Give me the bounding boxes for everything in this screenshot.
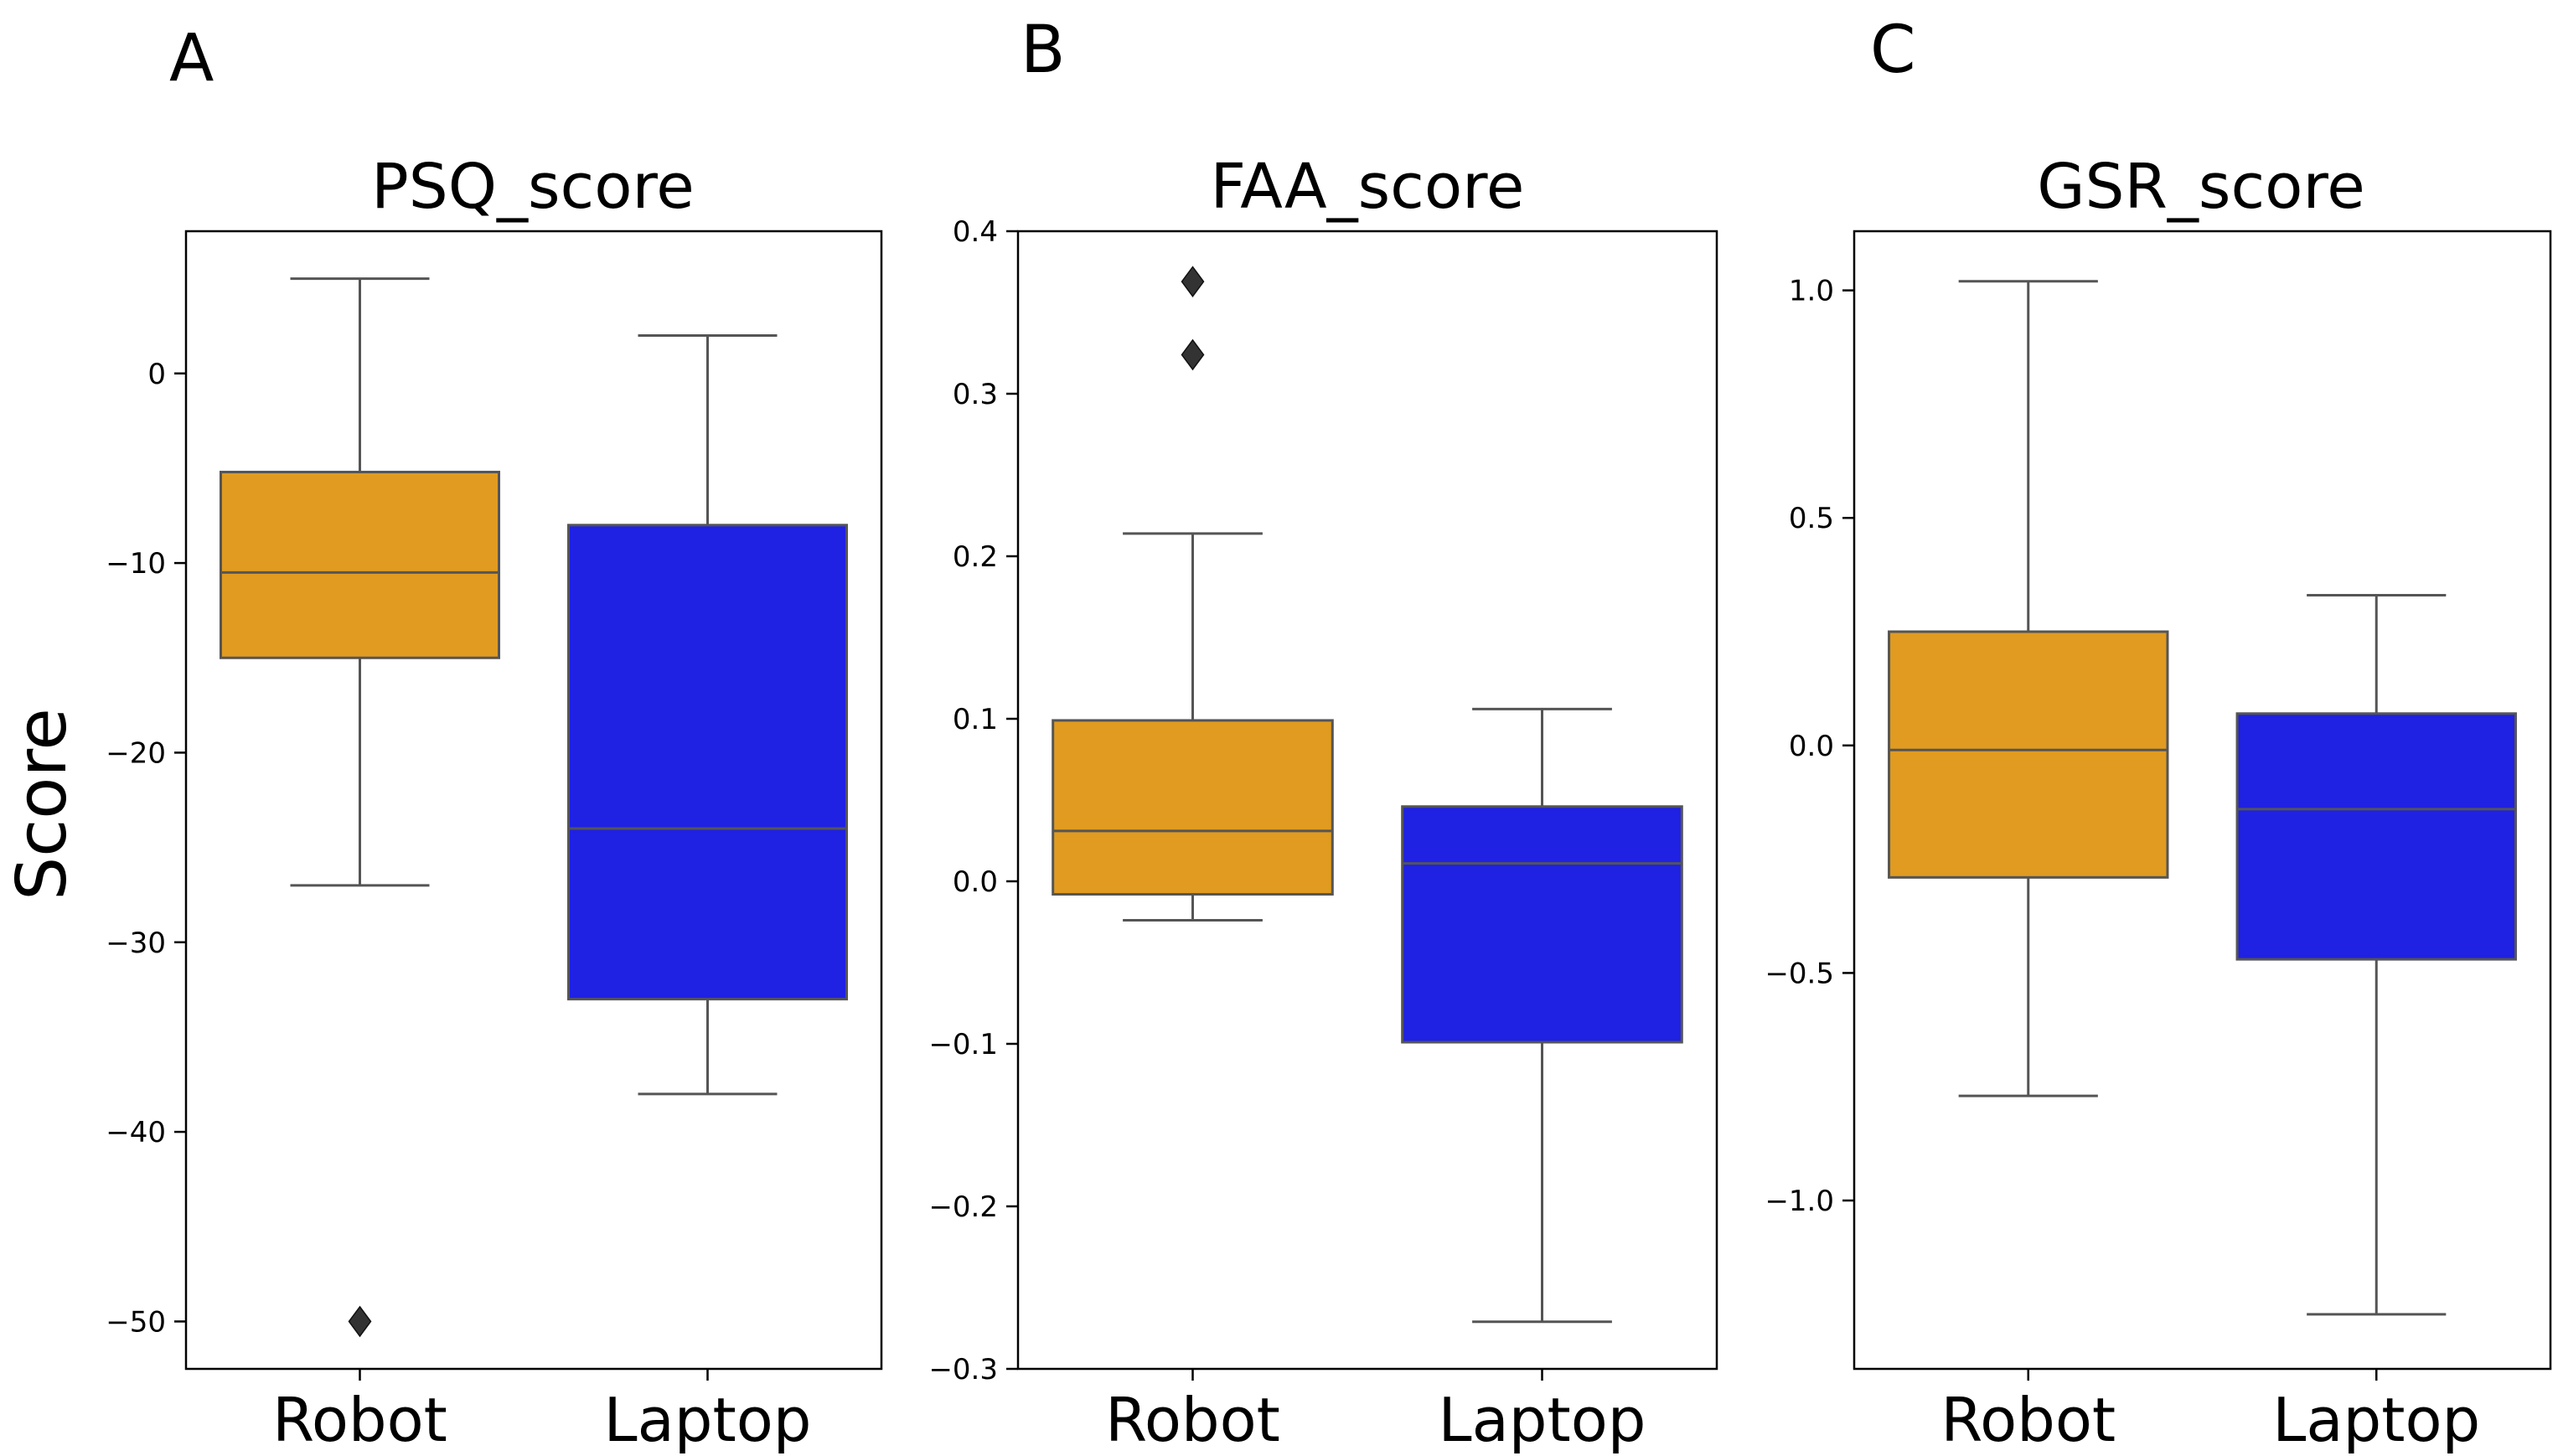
iqr-box xyxy=(567,524,848,1001)
y-tick-label-psq: 0 xyxy=(147,358,166,391)
panel-title-faa: FAA_score xyxy=(1211,151,1525,223)
y-tick-label-faa: 0.0 xyxy=(953,865,998,899)
panel-gsr: C GSR_score 1.0 0.5 0.0 −0.5 −1.0 Robot Laptop xyxy=(1765,13,2552,1455)
y-tick-label-gsr: −0.5 xyxy=(1765,957,1834,990)
panel-psq: A PSQ_score 0 −10 −20 −30 −40 −50 Robot Laptop xyxy=(106,21,883,1455)
y-tick-label-faa: −0.2 xyxy=(928,1190,998,1224)
box-laptop-psq xyxy=(567,333,848,1096)
y-tick-label-faa: 0.2 xyxy=(953,540,998,574)
y-tick-label-faa: 0.3 xyxy=(953,378,998,411)
y-tick-label-psq: −50 xyxy=(106,1305,166,1339)
box-robot-gsr xyxy=(1888,280,2169,1097)
panel-title-gsr: GSR_score xyxy=(2037,151,2365,223)
y-tick-label-faa: −0.3 xyxy=(928,1353,998,1386)
y-tick-label-psq: −30 xyxy=(106,927,166,960)
iqr-box xyxy=(1888,630,2169,879)
y-tick-label-psq: −10 xyxy=(106,547,166,581)
x-tick-label-laptop: Laptop xyxy=(2272,1385,2480,1455)
box-laptop-gsr xyxy=(2235,594,2517,1316)
panel-letter-c: C xyxy=(1870,13,1915,88)
y-axis-label: Score xyxy=(3,708,82,901)
axes-frame-faa xyxy=(1016,230,1718,1371)
x-tick-label-robot: Robot xyxy=(1940,1385,2116,1455)
iqr-box xyxy=(1052,719,1334,896)
box-robot-psq xyxy=(220,277,500,1338)
panel-title-psq: PSQ_score xyxy=(371,151,695,223)
y-tick-label-gsr: 0.0 xyxy=(1789,730,1834,763)
y-tick-label-faa: −0.1 xyxy=(928,1028,998,1061)
box-robot-faa xyxy=(1052,266,1334,922)
y-tick-label-gsr: 1.0 xyxy=(1789,275,1834,308)
y-tick-label-gsr: 0.5 xyxy=(1789,502,1834,535)
x-tick-label-robot: Robot xyxy=(1105,1385,1280,1455)
x-tick-label-laptop: Laptop xyxy=(1439,1385,1646,1455)
box-laptop-faa xyxy=(1401,707,1683,1324)
outlier-point xyxy=(1181,266,1205,297)
iqr-box xyxy=(1401,805,1683,1044)
outlier-point xyxy=(1181,338,1205,371)
x-tick-label-robot: Robot xyxy=(272,1385,447,1455)
y-tick-label-psq: −40 xyxy=(106,1116,166,1149)
x-tick-label-laptop: Laptop xyxy=(604,1385,812,1455)
axes-frame-psq xyxy=(184,230,883,1371)
y-tick-label-faa: 0.4 xyxy=(953,215,998,249)
y-tick-label-gsr: −1.0 xyxy=(1765,1185,1834,1218)
outlier-point xyxy=(348,1305,372,1338)
iqr-box xyxy=(220,470,500,659)
y-tick-label-psq: −20 xyxy=(106,736,166,770)
y-tick-label-faa: 0.1 xyxy=(953,703,998,736)
axes-frame-gsr xyxy=(1853,230,2552,1371)
panel-letter-b: B xyxy=(1021,13,1066,88)
panel-letter-a: A xyxy=(169,21,214,96)
iqr-box xyxy=(2235,712,2517,961)
panel-faa: B FAA_score 0.4 0.3 0.2 0.1 0.0 −0.1 −0.2 −0.3 R… xyxy=(928,13,1718,1455)
